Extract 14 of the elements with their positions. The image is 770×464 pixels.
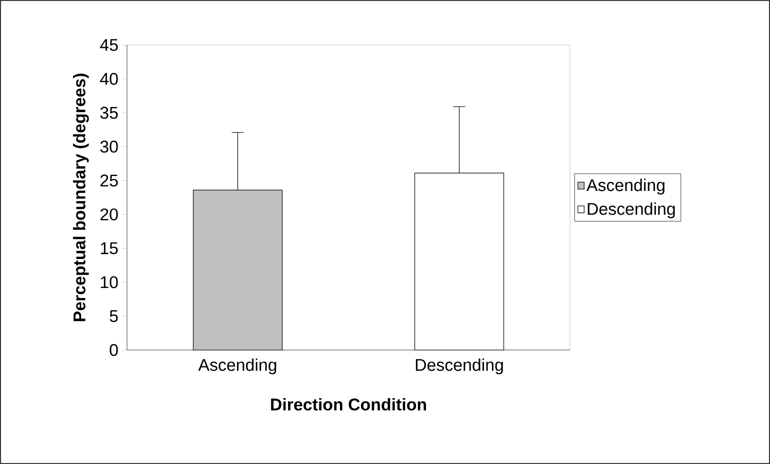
- y-tick-label: 25: [100, 174, 118, 187]
- y-tick-label: 45: [100, 39, 118, 51]
- y-tick-label: 0: [110, 344, 118, 356]
- y-axis-title: Perceptual boundary (degrees): [72, 74, 89, 322]
- y-tick-label: 35: [100, 106, 118, 119]
- legend-label: Ascending: [586, 178, 664, 195]
- y-tick-label: 10: [100, 276, 118, 288]
- y-tick-label: 30: [100, 140, 118, 153]
- legend-label: Descending: [588, 202, 675, 218]
- y-tick-label: 20: [100, 208, 118, 220]
- x-axis-title: Direction Condition: [271, 398, 426, 411]
- y-tick-label: 15: [100, 242, 118, 254]
- y-tick-label: 5: [110, 310, 118, 322]
- y-tick-label: 40: [100, 72, 118, 85]
